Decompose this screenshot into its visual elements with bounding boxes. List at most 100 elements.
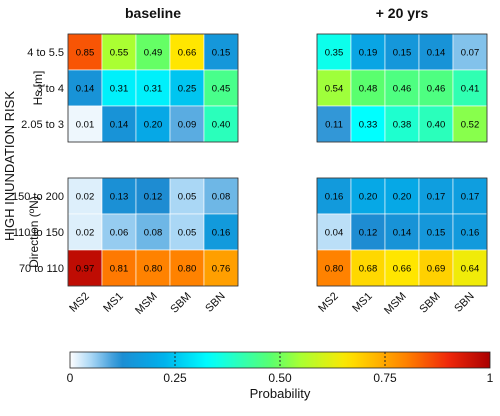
cell-value-label: 0.25 [178,84,197,95]
heat-cell [203,213,239,251]
heat-cell [384,33,420,71]
heat-cell [67,177,103,215]
heat-cell [169,105,205,143]
heat-cell [418,177,454,215]
row-tick-label: 2.05 to 3 [21,119,64,131]
heat-cell [169,249,205,287]
heat-cell [135,249,171,287]
row-tick-label: 4 to 5.5 [27,47,64,59]
heat-cell [67,33,103,71]
cell-value-label: 0.14 [393,228,412,239]
cell-value-label: 0.08 [212,192,231,203]
cell-value-label: 0.33 [359,120,378,131]
cell-value-label: 0.55 [110,48,129,59]
heat-cell [203,69,239,107]
cell-value-label: 0.41 [461,84,480,95]
cell-value-label: 0.80 [144,264,163,275]
colorbar-tick-label: 0.50 [268,371,292,385]
column-label: MS1 [350,290,374,314]
cell-value-label: 0.85 [76,48,95,59]
colorbar: 0 0.25 0.50 0.75 1 Probability [67,351,494,401]
cell-value-label: 0.40 [212,120,231,131]
heat-cell [350,177,386,215]
panel-baseline_dir: 0.02 0.13 0.12 0.05 0.08 0.02 0.06 0.08 0.05 0.16… [67,177,239,287]
cell-value-label: 0.01 [76,120,95,131]
panel-plus20_hs: 0.35 0.19 0.15 0.14 0.07 0.54 0.48 0.46 0.46 0.41… [316,33,488,143]
heat-cell [101,33,137,71]
heat-cell [316,105,352,143]
heat-cell [203,177,239,215]
cell-value-label: 0.14 [110,120,129,131]
hs-axis-label: Hs [m] [31,71,45,106]
cell-value-label: 0.66 [178,48,197,59]
panel-frame [67,33,239,143]
colorbar-tick-label: 0 [67,371,74,385]
row-tick-label: 150 to 200 [12,191,64,203]
colorbar-label: Probability [250,386,311,401]
cell-value-label: 0.15 [393,48,412,59]
cell-value-label: 0.05 [178,228,197,239]
cell-value-label: 0.20 [393,192,412,203]
cell-value-label: 0.20 [359,192,378,203]
row-tick-label: 3 to 4 [36,83,64,95]
cell-value-label: 0.07 [461,48,480,59]
cell-value-label: 0.02 [76,192,95,203]
heat-cell [316,213,352,251]
cell-value-label: 0.09 [178,120,197,131]
heat-cell [101,213,137,251]
cell-value-label: 0.48 [359,84,378,95]
panel-frame [67,177,239,287]
panel-baseline_hs: 0.85 0.55 0.49 0.66 0.15 0.14 0.31 0.31 0.25 0.45… [67,33,239,143]
cell-value-label: 0.64 [461,264,480,275]
row-tick-label: 110 to 150 [13,227,64,239]
cell-value-label: 0.04 [325,228,344,239]
cell-value-label: 0.31 [144,84,163,95]
cell-value-label: 0.14 [427,48,446,59]
cell-value-label: 0.45 [212,84,231,95]
cell-value-label: 0.97 [76,264,95,275]
cell-value-label: 0.14 [76,84,95,95]
heat-cell [452,105,488,143]
column-label: MS1 [101,290,125,314]
heat-cell [350,69,386,107]
panel-title-0: baseline [125,5,181,21]
cell-value-label: 0.19 [359,48,378,59]
cell-value-label: 0.49 [144,48,163,59]
colorbar-tick-label: 0.75 [373,371,397,385]
heat-cell [384,69,420,107]
column-label: SBM [417,290,442,315]
heat-cell [135,213,171,251]
colorbar-tick-label: 0.25 [163,371,187,385]
heat-cell [384,249,420,287]
cell-value-label: 0.08 [144,228,163,239]
cell-value-label: 0.12 [359,228,378,239]
cell-value-label: 0.17 [461,192,480,203]
heat-cell [418,213,454,251]
cell-value-label: 0.35 [325,48,344,59]
cell-value-label: 0.52 [461,120,480,131]
column-label: MS2 [316,290,340,314]
cell-value-label: 0.16 [325,192,344,203]
panel-title-1: + 20 yrs [376,5,429,21]
cell-value-label: 0.38 [393,120,412,131]
heat-cell [418,105,454,143]
direction-axis-label: Direction (ºN) [27,196,41,268]
panel-frame [316,33,488,143]
cell-value-label: 0.06 [110,228,129,239]
column-label: SBN [452,290,477,315]
column-label: MSM [133,290,160,317]
cell-value-label: 0.80 [178,264,197,275]
cell-value-label: 0.16 [461,228,480,239]
panel-frame [316,177,488,287]
panel-plus20_dir: 0.16 0.20 0.20 0.17 0.17 0.04 0.12 0.14 0.15 0.16… [316,177,488,287]
colorbar-tick-label: 1 [487,371,494,385]
cell-value-label: 0.20 [144,120,163,131]
heat-cell [101,105,137,143]
cell-value-label: 0.80 [325,264,344,275]
cell-value-label: 0.12 [144,192,163,203]
cell-value-label: 0.69 [427,264,446,275]
heat-cell [384,177,420,215]
row-tick-label: 70 to 110 [19,263,64,275]
cell-value-label: 0.02 [76,228,95,239]
